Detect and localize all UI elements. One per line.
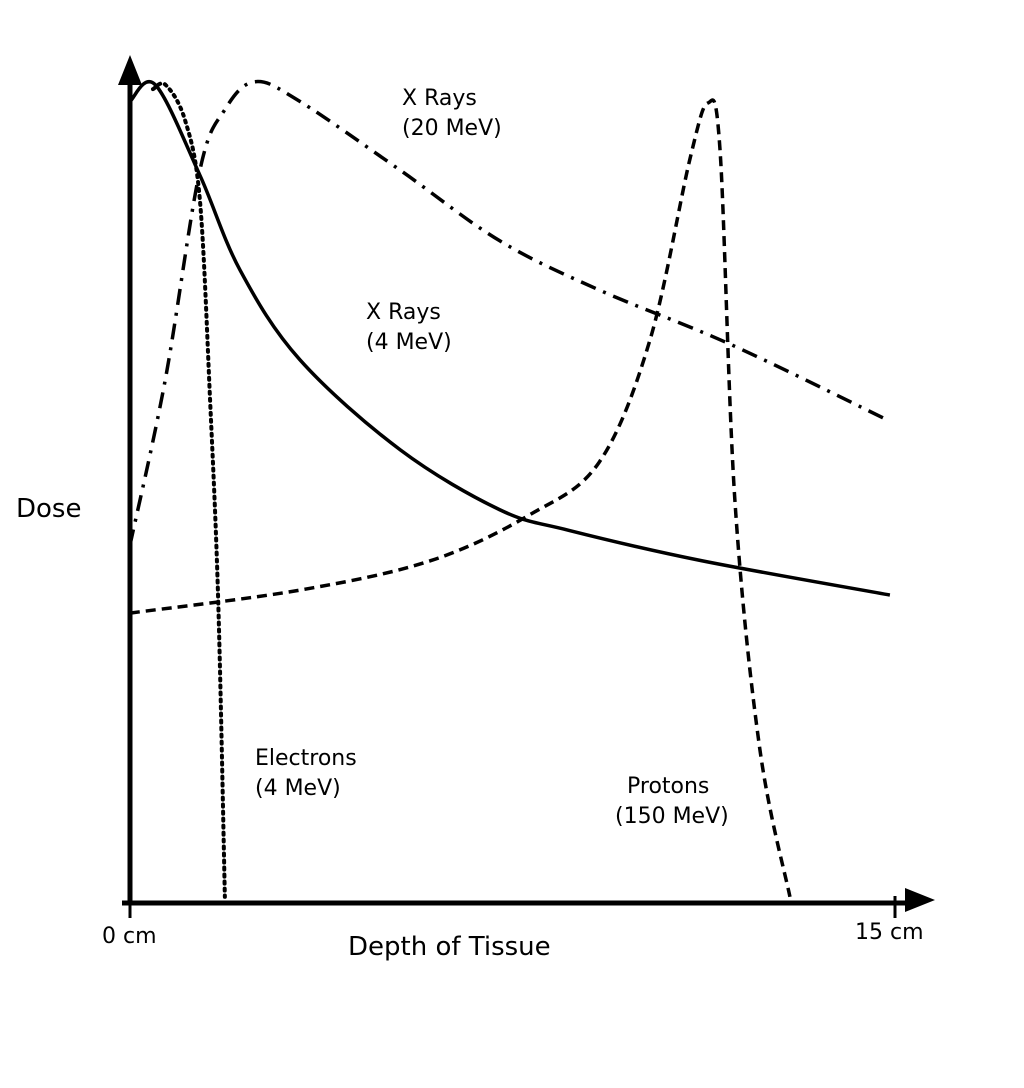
series-label-protons: Protons (150 MeV) <box>615 772 729 832</box>
label-line: Protons <box>627 774 710 799</box>
label-line: (4 MeV) <box>255 776 341 801</box>
label-line: (20 MeV) <box>402 116 502 141</box>
series-line-x-rays-20-mev <box>128 79 891 546</box>
x-axis-arrow-icon <box>905 888 935 912</box>
label-line: (150 MeV) <box>615 804 729 829</box>
axes <box>118 55 935 918</box>
series-line-protons-150-mev <box>129 98 792 898</box>
label-line: (4 MeV) <box>366 330 452 355</box>
label-line: X Rays <box>366 300 441 325</box>
series-label-xrays-4mev: X Rays (4 MeV) <box>366 298 452 358</box>
x-tick-label-0: 0 cm <box>102 924 157 949</box>
y-axis-label: Dose <box>16 494 82 524</box>
series-label-electrons: Electrons (4 MeV) <box>255 744 357 804</box>
x-tick-label-15: 15 cm <box>855 920 924 945</box>
x-axis-label: Depth of Tissue <box>348 932 551 962</box>
label-line: Electrons <box>255 746 357 771</box>
y-axis-arrow-icon <box>118 55 142 85</box>
label-line: X Rays <box>402 86 477 111</box>
series-label-xrays-20mev: X Rays (20 MeV) <box>402 84 502 144</box>
series-line-x-rays-4-mev <box>128 80 891 597</box>
series-line-electrons-4-mev <box>150 81 227 899</box>
